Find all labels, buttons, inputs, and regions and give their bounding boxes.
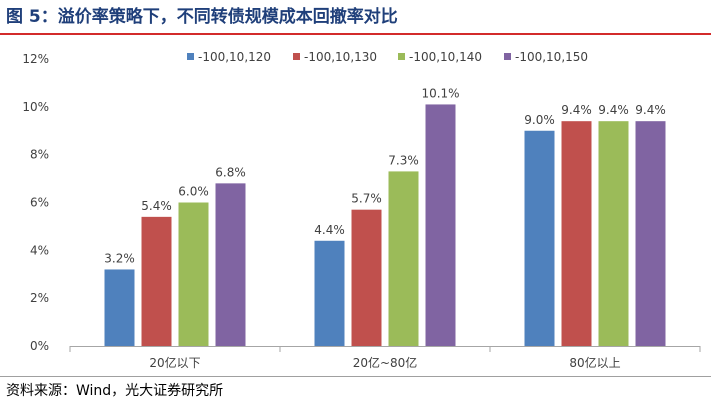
- legend-swatch: [504, 53, 511, 60]
- figure-title: 图 5：溢价率策略下，不同转债规模成本回撤率对比: [6, 7, 398, 27]
- y-tick-label: 8%: [30, 148, 49, 162]
- bar: [104, 269, 135, 346]
- title-divider: [0, 33, 711, 35]
- data-label: 6.8%: [215, 165, 246, 179]
- bar: [524, 130, 555, 346]
- legend: -100,10,120 -100,10,130 -100,10,140 -100,10…: [187, 50, 588, 64]
- legend-label: -100,10,120: [198, 50, 271, 64]
- legend-item: -100,10,140: [398, 50, 482, 64]
- data-label: 6.0%: [178, 185, 209, 199]
- legend-label: -100,10,150: [515, 50, 588, 64]
- bar-chart: 0% 2% 4% 6% 8% 10% 12% 20亿以下 20亿~80亿 80亿以上 -100,1…: [22, 50, 701, 370]
- legend-item: -100,10,120: [187, 50, 271, 64]
- source-divider: [0, 376, 711, 377]
- data-label: 9.4%: [598, 103, 629, 117]
- legend-label: -100,10,130: [304, 50, 377, 64]
- y-tick-label: 12%: [22, 52, 49, 66]
- bar: [351, 209, 382, 346]
- legend-item: -100,10,150: [504, 50, 588, 64]
- x-category-label: 20亿~80亿: [353, 355, 418, 370]
- y-tick-label: 0%: [30, 339, 49, 353]
- bar: [635, 121, 666, 346]
- y-tick-label: 4%: [30, 243, 49, 257]
- bar: [314, 240, 345, 346]
- legend-swatch: [187, 53, 194, 60]
- data-label: 9.4%: [635, 103, 666, 117]
- x-category-label: 80亿以上: [569, 355, 620, 370]
- legend-swatch: [293, 53, 300, 60]
- bar: [425, 104, 456, 346]
- y-tick-label: 6%: [30, 196, 49, 210]
- bar: [178, 202, 209, 346]
- source-note: 资料来源：Wind，光大证券研究所: [6, 383, 224, 399]
- bar: [598, 121, 629, 346]
- y-tick-label: 10%: [22, 100, 49, 114]
- bar: [388, 171, 419, 346]
- legend-item: -100,10,130: [293, 50, 377, 64]
- data-label: 7.3%: [388, 153, 419, 167]
- data-label: 9.0%: [524, 113, 555, 127]
- data-label: 3.2%: [104, 251, 135, 265]
- bar: [141, 216, 172, 346]
- bar: [215, 183, 246, 346]
- legend-label: -100,10,140: [409, 50, 482, 64]
- bar-layer: [104, 104, 666, 346]
- legend-swatch: [398, 53, 405, 60]
- data-label: 4.4%: [314, 223, 345, 237]
- data-label: 9.4%: [561, 103, 592, 117]
- data-label: 5.7%: [351, 192, 382, 206]
- bar: [561, 121, 592, 346]
- y-tick-label: 2%: [30, 291, 49, 305]
- x-category-label: 20亿以下: [149, 355, 200, 370]
- axis-layer: 0% 2% 4% 6% 8% 10% 12% 20亿以下 20亿~80亿 80亿以上: [22, 52, 701, 370]
- data-label-layer: 3.2% 5.4% 6.0% 6.8% 4.4% 5.7% 7.3% 10.1% 9.0% 9.4…: [104, 86, 666, 265]
- data-label: 5.4%: [141, 199, 172, 213]
- data-label: 10.1%: [421, 86, 459, 100]
